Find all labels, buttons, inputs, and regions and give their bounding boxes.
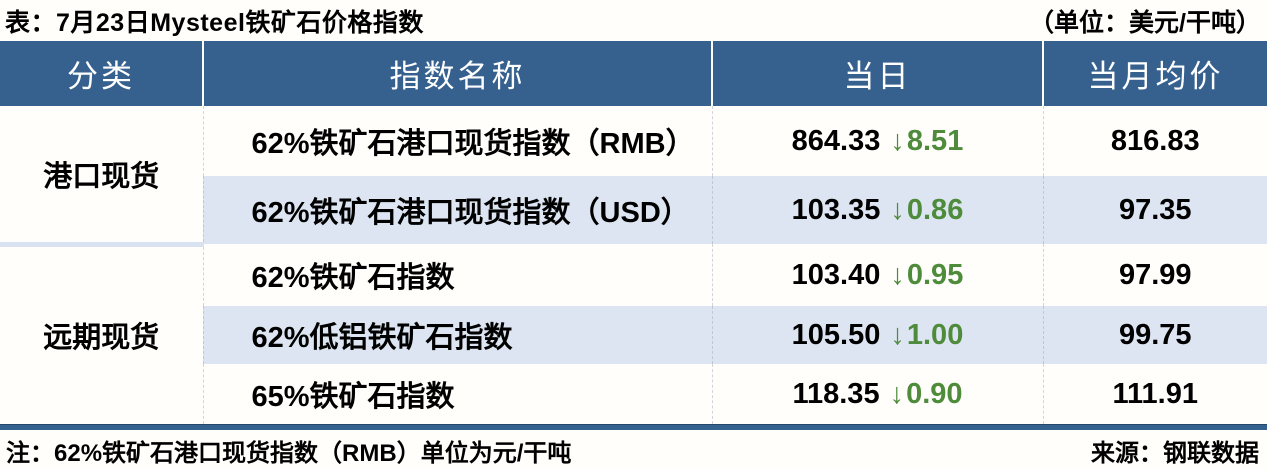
index-name-cell: 62%铁矿石港口现货指数（USD） [202,176,712,244]
index-name-cell: 62%铁矿石港口现货指数（RMB） [202,106,712,176]
table-row: 远期现货 62%铁矿石指数 103.40 ↓0.95 97.99 [0,241,1267,424]
col-header-index-name: 指数名称 [202,41,712,106]
table-header-row: 分类 指数名称 当日 当月均价 [0,41,1267,106]
today-value: 105.50 [791,318,881,351]
down-arrow-icon: ↓ [890,193,905,226]
footer-bar: 注：62%铁矿石港口现货指数（RMB）单位为元/干吨 来源：钢联数据 [0,430,1267,470]
table-row: 62%铁矿石港口现货指数（USD） 103.35 ↓0.86 97.35 [0,176,1267,244]
table-row: 65%铁矿石指数 118.35 ↓0.90 111.91 [0,364,1267,424]
today-value: 864.33 [791,124,881,157]
source-label: 来源：钢联数据 [1091,439,1259,467]
change-value: 0.95 [906,258,964,291]
unit-label: （单位：美元/干吨） [1029,8,1261,37]
category-cell-forward-spot: 远期现货 [0,241,203,424]
price-index-table: 分类 指数名称 当日 当月均价 港口现货 62%铁矿石港口现货指数（RMB） 8… [0,41,1267,424]
change-value: 1.00 [906,318,964,351]
today-value-cell: 118.35 ↓0.90 [711,364,1043,424]
today-value: 103.40 [791,258,881,291]
table-row: 港口现货 62%铁矿石港口现货指数（RMB） 864.33 ↓8.51 816.8… [0,106,1267,244]
down-arrow-icon: ↓ [890,124,905,157]
category-cell-port-spot: 港口现货 [0,106,203,244]
today-value-cell: 864.33 ↓8.51 [711,106,1043,176]
page-title: 表：7月23日Mysteel铁矿石价格指数 [5,8,424,37]
down-arrow-icon: ↓ [889,377,905,410]
footnote: 注：62%铁矿石港口现货指数（RMB）单位为元/干吨 [6,439,572,467]
today-value-cell: 103.40 ↓0.95 [711,244,1043,306]
col-header-category: 分类 [0,41,203,106]
today-value-cell: 105.50 ↓1.00 [711,306,1043,364]
index-name-cell: 65%铁矿石指数 [202,364,712,424]
index-name-cell: 62%铁矿石指数 [202,244,712,306]
month-avg-cell: 99.75 [1042,306,1267,364]
month-avg-cell: 97.35 [1042,176,1267,244]
month-avg-cell: 111.91 [1042,364,1267,424]
change-value: 0.90 [906,377,963,410]
index-name-cell: 62%低铝铁矿石指数 [202,306,712,364]
month-avg-cell: 816.83 [1042,106,1267,176]
today-value: 103.35 [791,193,881,226]
change-value: 0.86 [906,193,964,226]
table-row: 62%低铝铁矿石指数 105.50 ↓1.00 99.75 [0,306,1267,364]
col-header-month-avg: 当月均价 [1042,41,1267,106]
down-arrow-icon: ↓ [890,318,905,351]
change-value: 8.51 [906,124,964,157]
month-avg-cell: 97.99 [1042,244,1267,306]
down-arrow-icon: ↓ [890,258,905,291]
table-bottom-border [0,424,1267,430]
today-value-cell: 103.35 ↓0.86 [711,176,1043,244]
title-bar: 表：7月23日Mysteel铁矿石价格指数 （单位：美元/干吨） [0,0,1267,41]
today-value: 118.35 [792,377,880,410]
col-header-today: 当日 [711,41,1043,106]
